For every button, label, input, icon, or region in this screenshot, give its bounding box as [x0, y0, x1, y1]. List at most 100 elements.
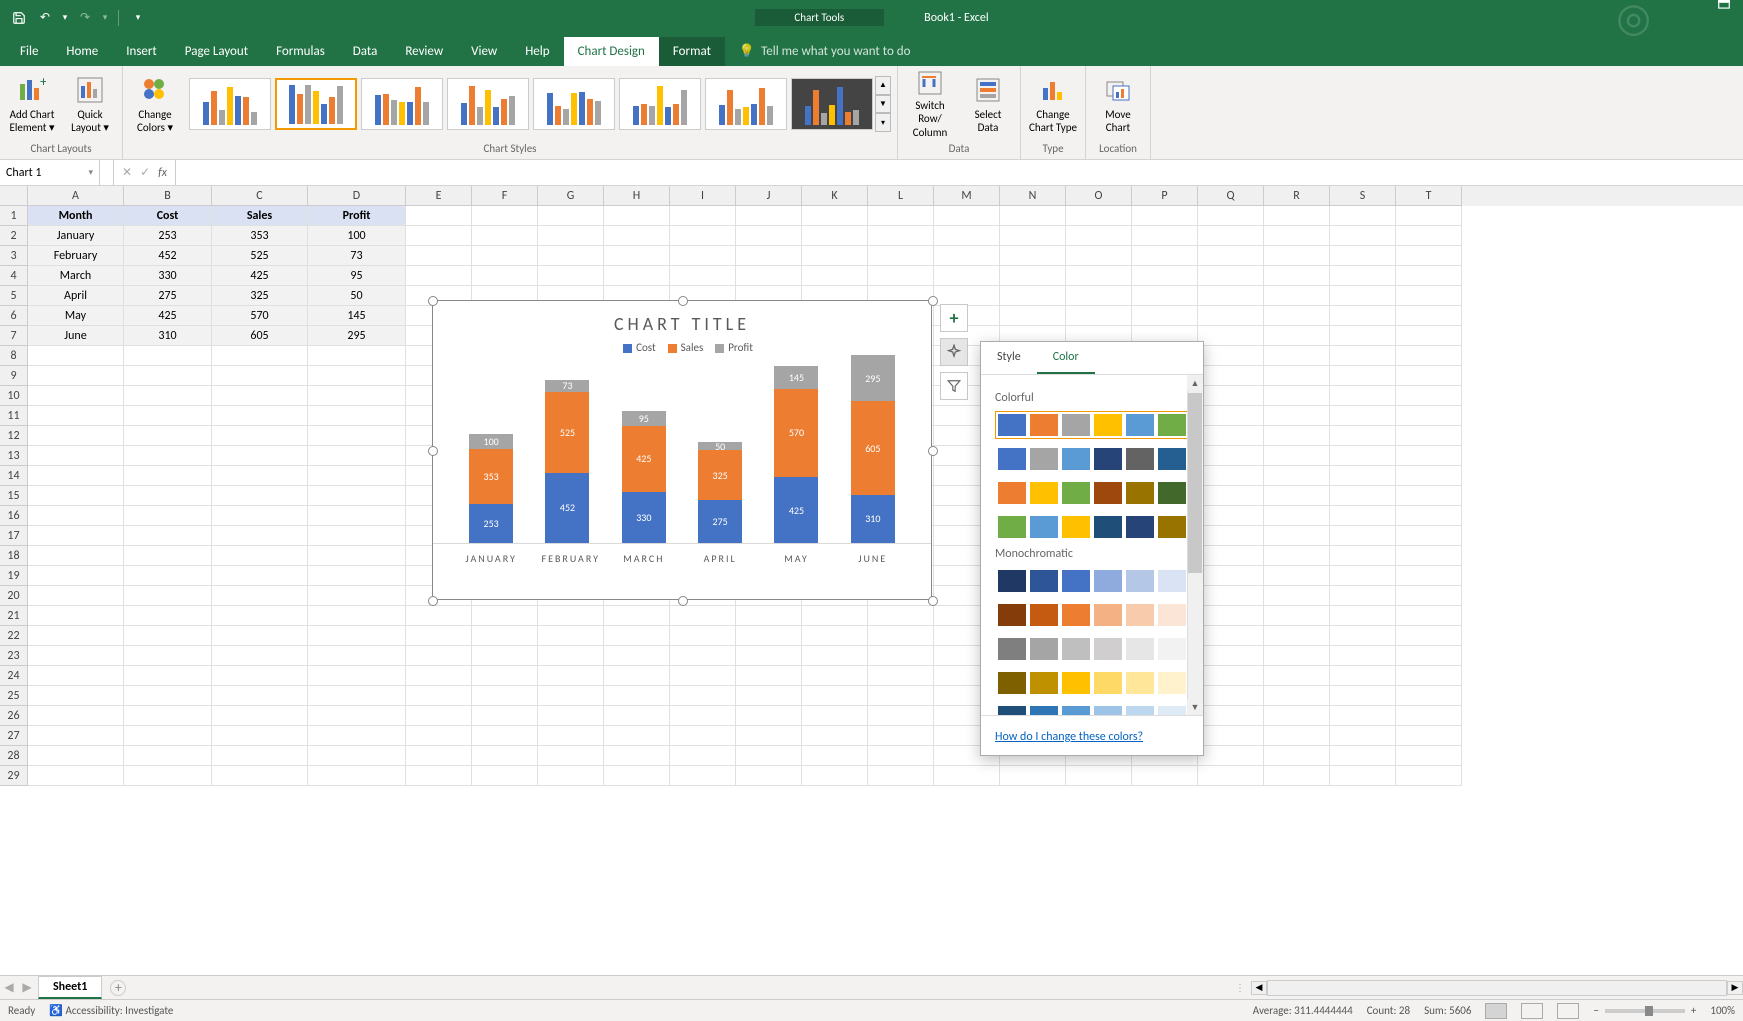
cell-T10[interactable]: [1396, 386, 1462, 406]
status-accessibility[interactable]: ♿ Accessibility: Investigate: [49, 1004, 173, 1017]
cell-M29[interactable]: [934, 766, 1000, 786]
cell-A11[interactable]: [28, 406, 124, 426]
cell-O29[interactable]: [1066, 766, 1132, 786]
row-header-6[interactable]: 6: [0, 306, 28, 326]
row-header-2[interactable]: 2: [0, 226, 28, 246]
cell-B22[interactable]: [124, 626, 212, 646]
cell-R24[interactable]: [1264, 666, 1330, 686]
scroll-up-icon[interactable]: ▲: [1187, 375, 1203, 391]
cell-R18[interactable]: [1264, 546, 1330, 566]
cell-S3[interactable]: [1330, 246, 1396, 266]
cell-T4[interactable]: [1396, 266, 1462, 286]
tab-page-layout[interactable]: Page Layout: [171, 37, 262, 66]
cell-T12[interactable]: [1396, 426, 1462, 446]
cell-B3[interactable]: 452: [124, 246, 212, 266]
cell-Q8[interactable]: [1198, 346, 1264, 366]
cell-E4[interactable]: [406, 266, 472, 286]
cell-S29[interactable]: [1330, 766, 1396, 786]
cell-B19[interactable]: [124, 566, 212, 586]
cell-I1[interactable]: [670, 206, 736, 226]
cell-G21[interactable]: [538, 606, 604, 626]
cell-C17[interactable]: [212, 526, 308, 546]
cell-T22[interactable]: [1396, 626, 1462, 646]
cell-S2[interactable]: [1330, 226, 1396, 246]
cell-A12[interactable]: [28, 426, 124, 446]
col-header-C[interactable]: C: [212, 186, 308, 206]
gallery-more-icon[interactable]: ▾: [875, 113, 891, 132]
cell-B25[interactable]: [124, 686, 212, 706]
cell-A23[interactable]: [28, 646, 124, 666]
cell-R19[interactable]: [1264, 566, 1330, 586]
resize-handle-0[interactable]: [428, 296, 438, 306]
cell-B6[interactable]: 425: [124, 306, 212, 326]
cell-D27[interactable]: [308, 726, 406, 746]
cell-D15[interactable]: [308, 486, 406, 506]
cell-S28[interactable]: [1330, 746, 1396, 766]
row-header-5[interactable]: 5: [0, 286, 28, 306]
cell-C16[interactable]: [212, 506, 308, 526]
cell-Q7[interactable]: [1198, 326, 1264, 346]
cell-B11[interactable]: [124, 406, 212, 426]
cell-H26[interactable]: [604, 706, 670, 726]
redo-icon[interactable]: ↷: [74, 7, 96, 29]
cell-J28[interactable]: [736, 746, 802, 766]
cell-R26[interactable]: [1264, 706, 1330, 726]
cell-F1[interactable]: [472, 206, 538, 226]
cell-C5[interactable]: 325: [212, 286, 308, 306]
cell-A16[interactable]: [28, 506, 124, 526]
cell-D24[interactable]: [308, 666, 406, 686]
tab-chart-design[interactable]: Chart Design: [564, 37, 659, 66]
cell-M2[interactable]: [934, 226, 1000, 246]
cell-K25[interactable]: [802, 686, 868, 706]
cell-F3[interactable]: [472, 246, 538, 266]
cell-T23[interactable]: [1396, 646, 1462, 666]
change-chart-type-button[interactable]: Change Chart Type: [1027, 71, 1079, 137]
bar-5[interactable]: 295 605 310: [847, 355, 899, 543]
style-thumb-2[interactable]: [361, 78, 443, 130]
cell-P6[interactable]: [1132, 306, 1198, 326]
cell-L2[interactable]: [868, 226, 934, 246]
cell-E22[interactable]: [406, 626, 472, 646]
cell-H25[interactable]: [604, 686, 670, 706]
cell-T21[interactable]: [1396, 606, 1462, 626]
cell-Q9[interactable]: [1198, 366, 1264, 386]
cell-K23[interactable]: [802, 646, 868, 666]
tab-insert[interactable]: Insert: [112, 37, 171, 66]
col-header-J[interactable]: J: [736, 186, 802, 206]
cell-D6[interactable]: 145: [308, 306, 406, 326]
cell-C4[interactable]: 425: [212, 266, 308, 286]
cell-C1[interactable]: Sales: [212, 206, 308, 226]
cell-I26[interactable]: [670, 706, 736, 726]
cell-R15[interactable]: [1264, 486, 1330, 506]
cell-Q11[interactable]: [1198, 406, 1264, 426]
cell-A3[interactable]: February: [28, 246, 124, 266]
cell-J3[interactable]: [736, 246, 802, 266]
cell-S11[interactable]: [1330, 406, 1396, 426]
legend-item-1[interactable]: Sales: [681, 341, 704, 354]
cell-H22[interactable]: [604, 626, 670, 646]
cell-R14[interactable]: [1264, 466, 1330, 486]
tab-home[interactable]: Home: [52, 37, 112, 66]
cell-T3[interactable]: [1396, 246, 1462, 266]
cell-A1[interactable]: Month: [28, 206, 124, 226]
style-thumb-6[interactable]: [705, 78, 787, 130]
cell-Q5[interactable]: [1198, 286, 1264, 306]
cell-F2[interactable]: [472, 226, 538, 246]
cell-O1[interactable]: [1066, 206, 1132, 226]
cell-D22[interactable]: [308, 626, 406, 646]
cell-I29[interactable]: [670, 766, 736, 786]
cell-Q21[interactable]: [1198, 606, 1264, 626]
cell-D9[interactable]: [308, 366, 406, 386]
row-header-15[interactable]: 15: [0, 486, 28, 506]
switch-row-column-button[interactable]: Switch Row/ Column: [904, 71, 956, 137]
cell-J27[interactable]: [736, 726, 802, 746]
zoom-level[interactable]: 100%: [1710, 1004, 1735, 1017]
cell-F29[interactable]: [472, 766, 538, 786]
change-colors-button[interactable]: Change Colors ▾: [129, 71, 181, 137]
cell-O5[interactable]: [1066, 286, 1132, 306]
col-header-D[interactable]: D: [308, 186, 406, 206]
cell-S6[interactable]: [1330, 306, 1396, 326]
resize-handle-6[interactable]: [678, 596, 688, 606]
ribbon-options-icon[interactable]: [1713, 0, 1735, 15]
cell-B2[interactable]: 253: [124, 226, 212, 246]
